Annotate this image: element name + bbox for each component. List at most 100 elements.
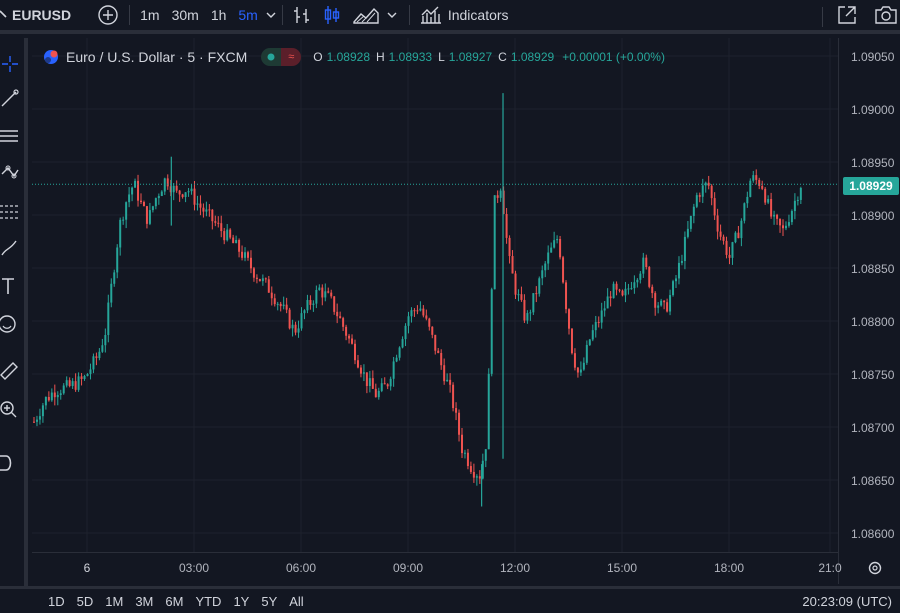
candle-body — [351, 338, 354, 344]
interval-30m-button[interactable]: 30m — [171, 7, 199, 23]
candle-body — [642, 257, 645, 274]
interval-1h-button[interactable]: 1h — [210, 7, 227, 23]
candle-body — [663, 300, 666, 303]
candlestick-chart[interactable] — [32, 38, 838, 552]
candle-body — [570, 328, 573, 354]
candle-body — [160, 191, 163, 197]
market-status-pill[interactable]: ≈ — [261, 48, 302, 66]
price-tick-label: 1.09050 — [851, 50, 895, 64]
candle-body — [544, 263, 547, 271]
high-value: 1.08933 — [388, 50, 433, 64]
market-open-dot — [261, 48, 282, 66]
candle-body — [523, 299, 526, 321]
candle-body — [675, 278, 677, 282]
chart-type-dropdown-button[interactable] — [385, 0, 399, 30]
candle-body — [677, 262, 680, 279]
fib-tool-icon[interactable] — [0, 202, 20, 222]
ruler-icon[interactable] — [0, 360, 20, 380]
range-3m-button[interactable]: 3M — [135, 593, 154, 609]
candle-body — [627, 288, 630, 290]
candle-body — [348, 335, 351, 339]
price-tick-label: 1.08950 — [851, 156, 895, 170]
emoji-icon[interactable] — [0, 314, 20, 334]
candle-body — [782, 225, 784, 229]
range-all-button[interactable]: All — [289, 593, 304, 609]
candle-body — [354, 343, 356, 361]
candle-body — [374, 388, 377, 398]
price-tick-label: 1.08600 — [851, 527, 895, 541]
range-1y-button[interactable]: 1Y — [233, 593, 250, 609]
time-axis[interactable]: 6 03:00 06:00 09:00 12:00 15:00 18:00 21… — [32, 552, 842, 584]
candle-body — [767, 199, 770, 203]
low-value: 1.08927 — [448, 50, 493, 64]
magnet-icon[interactable] — [0, 452, 20, 472]
candle-body — [267, 279, 270, 293]
chart-settings-icon[interactable] — [867, 560, 883, 576]
candle-body — [630, 288, 633, 290]
candle-body — [383, 383, 386, 385]
range-5y-button[interactable]: 5Y — [261, 593, 278, 609]
range-6m-button[interactable]: 6M — [165, 593, 184, 609]
indicators-button[interactable]: Indicators — [414, 0, 515, 30]
candle-body — [487, 373, 490, 450]
candle-body — [356, 360, 359, 368]
candle-body — [145, 206, 148, 224]
compare-symbol-button[interactable] — [91, 0, 125, 30]
candle-body — [725, 240, 728, 255]
crosshair-icon[interactable] — [0, 54, 20, 74]
symbol-search-button[interactable]: EURUSD — [0, 0, 77, 30]
candle-body — [98, 351, 101, 359]
price-tick-label: 1.08700 — [851, 421, 895, 435]
candle-body — [731, 242, 734, 258]
candle-body — [621, 290, 624, 296]
range-5d-button[interactable]: 5D — [76, 593, 94, 609]
candle-body — [398, 347, 401, 358]
range-1m-button[interactable]: 1M — [105, 593, 124, 609]
screenshot-button[interactable] — [868, 0, 900, 30]
price-axis[interactable]: 1.09050 1.09000 1.08950 1.08900 1.08850 … — [838, 38, 900, 584]
range-ytd-button[interactable]: YTD — [195, 593, 222, 609]
candle-body — [603, 308, 606, 311]
chart-pane[interactable] — [32, 38, 838, 584]
candle-body — [591, 330, 594, 340]
interval-dropdown-button[interactable] — [264, 0, 278, 30]
candle-body — [116, 247, 119, 273]
candle-body — [362, 372, 365, 374]
candle-body — [719, 231, 722, 237]
candle-body — [582, 362, 585, 370]
candle-body — [672, 281, 675, 296]
price-tick-label: 1.08850 — [851, 262, 895, 276]
candle-body — [698, 195, 701, 197]
pattern-icon[interactable] — [0, 164, 20, 184]
candle-body — [469, 466, 472, 472]
candle-body — [466, 452, 469, 467]
candle-body — [680, 261, 683, 263]
horizontal-lines-icon[interactable] — [0, 126, 20, 146]
fullscreen-button[interactable] — [830, 0, 864, 30]
range-1d-button[interactable]: 1D — [48, 593, 65, 609]
candle-body — [463, 452, 466, 454]
candle-body — [288, 309, 291, 329]
interval-5m-button[interactable]: 5m — [238, 7, 258, 23]
candle-body — [755, 175, 758, 180]
candle-body — [514, 273, 517, 295]
low-key: L — [438, 50, 445, 64]
zoom-in-icon[interactable] — [0, 400, 20, 420]
candle-body — [475, 476, 478, 478]
area-style-button[interactable] — [347, 0, 385, 30]
interval-1m-button[interactable]: 1m — [140, 7, 160, 23]
candle-body — [428, 318, 431, 327]
indicators-label: Indicators — [447, 7, 509, 23]
candle-body — [526, 313, 529, 321]
candle-body — [205, 209, 208, 212]
text-tool-icon[interactable] — [0, 276, 20, 296]
trend-line-icon[interactable] — [0, 88, 20, 108]
candles-style-button[interactable] — [317, 0, 347, 30]
utc-clock[interactable]: 20:23:09 (UTC) — [802, 593, 892, 609]
bars-style-button[interactable] — [287, 0, 317, 30]
candle-body — [119, 219, 122, 248]
candle-body — [264, 278, 267, 280]
brush-icon[interactable] — [0, 238, 20, 258]
symbol-title[interactable]: Euro / U.S. Dollar · 5 · FXCM — [66, 49, 248, 65]
candle-body — [419, 308, 422, 311]
